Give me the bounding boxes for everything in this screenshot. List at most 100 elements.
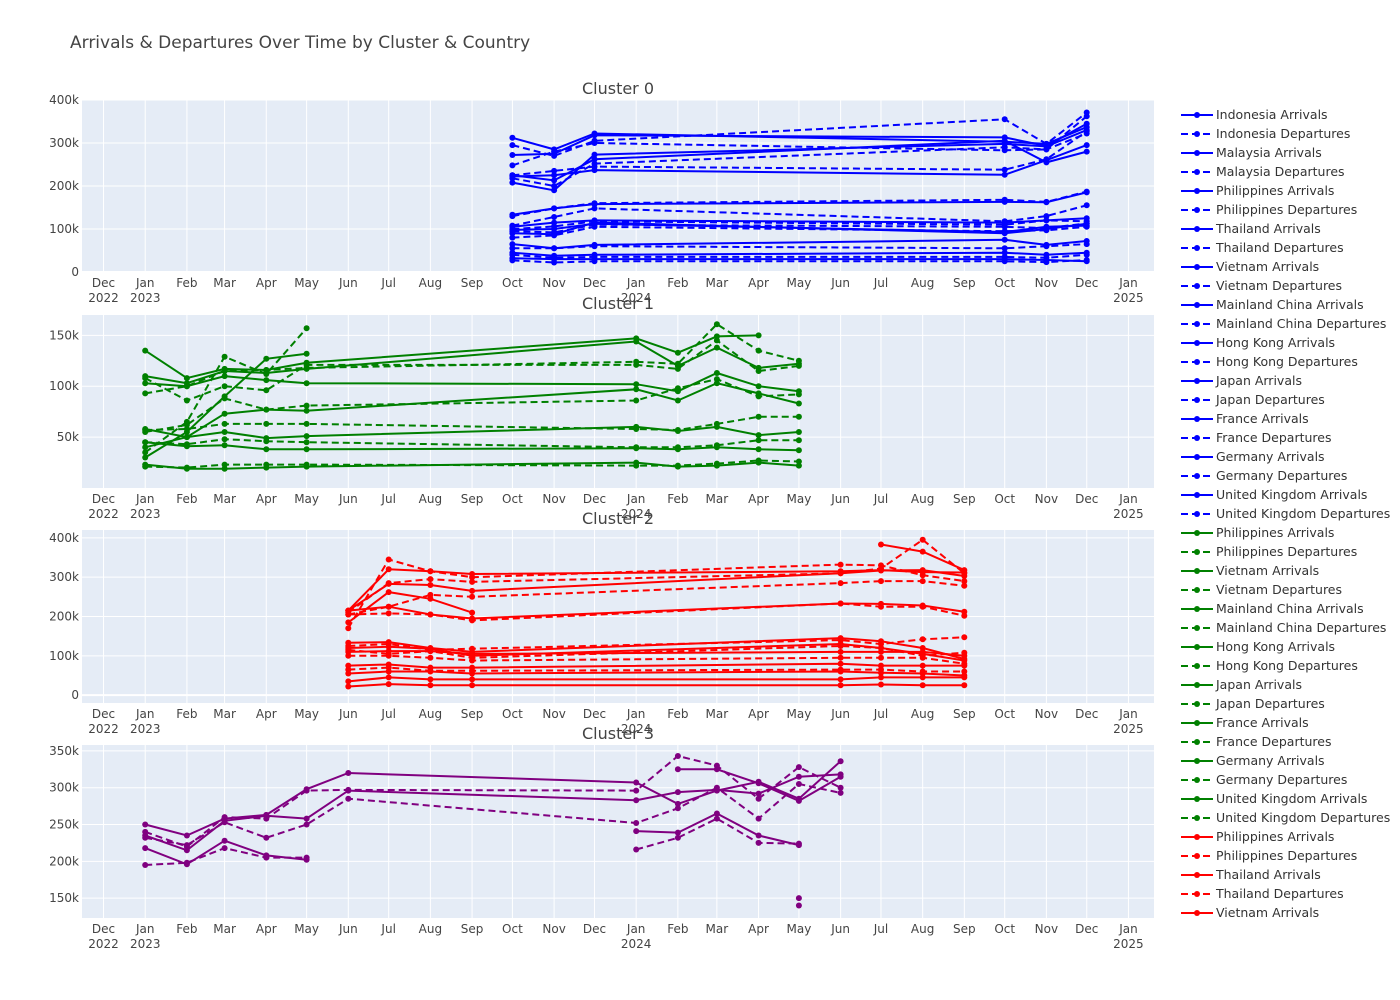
data-point[interactable]	[183, 375, 190, 382]
data-point[interactable]	[469, 617, 476, 624]
data-point[interactable]	[633, 381, 640, 388]
data-point[interactable]	[142, 439, 149, 446]
legend-item[interactable]: Philippines Departures	[1180, 542, 1395, 561]
legend-item[interactable]: Hong Kong Departures	[1180, 352, 1395, 371]
data-point[interactable]	[142, 427, 149, 433]
legend-item[interactable]: Vietnam Arrivals	[1180, 257, 1395, 276]
data-point[interactable]	[1001, 258, 1008, 265]
legend-item[interactable]: Hong Kong Departures	[1180, 656, 1395, 675]
data-point[interactable]	[183, 842, 190, 849]
data-point[interactable]	[1043, 227, 1050, 234]
data-point[interactable]	[1001, 228, 1008, 235]
data-point[interactable]	[795, 458, 802, 465]
data-point[interactable]	[385, 580, 392, 587]
data-point[interactable]	[961, 662, 968, 669]
data-point[interactable]	[919, 682, 926, 689]
data-point[interactable]	[633, 820, 640, 826]
data-point[interactable]	[837, 570, 844, 577]
data-point[interactable]	[837, 643, 844, 649]
data-point[interactable]	[1001, 166, 1008, 173]
data-point[interactable]	[551, 148, 558, 155]
data-point[interactable]	[1083, 251, 1090, 258]
data-point[interactable]	[795, 781, 802, 787]
data-point[interactable]	[509, 211, 516, 218]
data-point[interactable]	[303, 461, 310, 468]
data-point[interactable]	[221, 442, 228, 449]
data-point[interactable]	[795, 462, 802, 469]
legend-item[interactable]: Thailand Departures	[1180, 884, 1395, 903]
legend-item[interactable]: Philippines Departures	[1180, 846, 1395, 865]
data-point[interactable]	[551, 177, 558, 184]
data-point[interactable]	[878, 674, 884, 681]
data-point[interactable]	[427, 568, 434, 575]
data-point[interactable]	[633, 386, 640, 393]
data-point[interactable]	[674, 800, 681, 807]
legend-item[interactable]: Philippines Arrivals	[1180, 181, 1395, 200]
data-point[interactable]	[755, 393, 762, 400]
data-point[interactable]	[633, 444, 640, 451]
data-point[interactable]	[263, 355, 270, 362]
data-point[interactable]	[509, 179, 516, 186]
data-point[interactable]	[551, 245, 558, 252]
data-point[interactable]	[303, 787, 310, 794]
data-point[interactable]	[221, 465, 228, 472]
data-point[interactable]	[961, 578, 968, 585]
data-point[interactable]	[469, 657, 476, 664]
data-point[interactable]	[633, 361, 640, 368]
data-point[interactable]	[183, 441, 190, 448]
data-point[interactable]	[674, 829, 681, 836]
data-point[interactable]	[919, 603, 926, 610]
legend-item[interactable]: Philippines Arrivals	[1180, 827, 1395, 846]
data-point[interactable]	[427, 676, 434, 683]
data-point[interactable]	[142, 821, 149, 828]
legend-item[interactable]: France Arrivals	[1180, 713, 1395, 732]
data-point[interactable]	[469, 645, 476, 652]
data-point[interactable]	[427, 591, 434, 598]
data-point[interactable]	[509, 173, 516, 180]
data-point[interactable]	[633, 338, 640, 345]
data-point[interactable]	[183, 426, 190, 432]
data-point[interactable]	[755, 780, 762, 787]
data-point[interactable]	[878, 648, 884, 655]
data-point[interactable]	[961, 634, 968, 641]
data-point[interactable]	[795, 797, 802, 804]
data-point[interactable]	[633, 779, 640, 786]
data-point[interactable]	[263, 387, 270, 394]
data-point[interactable]	[385, 556, 392, 563]
data-point[interactable]	[919, 648, 926, 655]
data-point[interactable]	[263, 461, 270, 468]
data-point[interactable]	[591, 160, 598, 167]
legend-item[interactable]: France Departures	[1180, 428, 1395, 447]
data-point[interactable]	[795, 840, 802, 847]
data-point[interactable]	[1083, 113, 1090, 120]
data-point[interactable]	[303, 815, 310, 822]
data-point[interactable]	[1001, 236, 1008, 243]
data-point[interactable]	[303, 402, 310, 409]
data-point[interactable]	[674, 462, 681, 469]
data-point[interactable]	[263, 406, 270, 413]
data-point[interactable]	[674, 444, 681, 451]
data-point[interactable]	[221, 837, 228, 844]
data-point[interactable]	[469, 682, 476, 689]
data-point[interactable]	[837, 784, 844, 791]
data-point[interactable]	[221, 436, 228, 443]
legend-item[interactable]: Indonesia Arrivals	[1180, 105, 1395, 124]
data-point[interactable]	[221, 368, 228, 374]
data-point[interactable]	[263, 438, 270, 445]
data-point[interactable]	[755, 432, 762, 439]
data-point[interactable]	[755, 790, 762, 797]
data-point[interactable]	[221, 383, 228, 390]
legend-item[interactable]: Japan Departures	[1180, 390, 1395, 409]
data-point[interactable]	[591, 151, 598, 158]
data-point[interactable]	[263, 854, 270, 861]
data-point[interactable]	[961, 682, 968, 689]
data-point[interactable]	[919, 674, 926, 681]
data-point[interactable]	[509, 241, 516, 248]
data-point[interactable]	[427, 648, 434, 655]
data-point[interactable]	[795, 902, 802, 909]
data-point[interactable]	[633, 397, 640, 404]
data-point[interactable]	[878, 603, 884, 610]
data-point[interactable]	[509, 230, 516, 237]
legend-item[interactable]: Mainland China Arrivals	[1180, 295, 1395, 314]
data-point[interactable]	[1083, 120, 1090, 127]
